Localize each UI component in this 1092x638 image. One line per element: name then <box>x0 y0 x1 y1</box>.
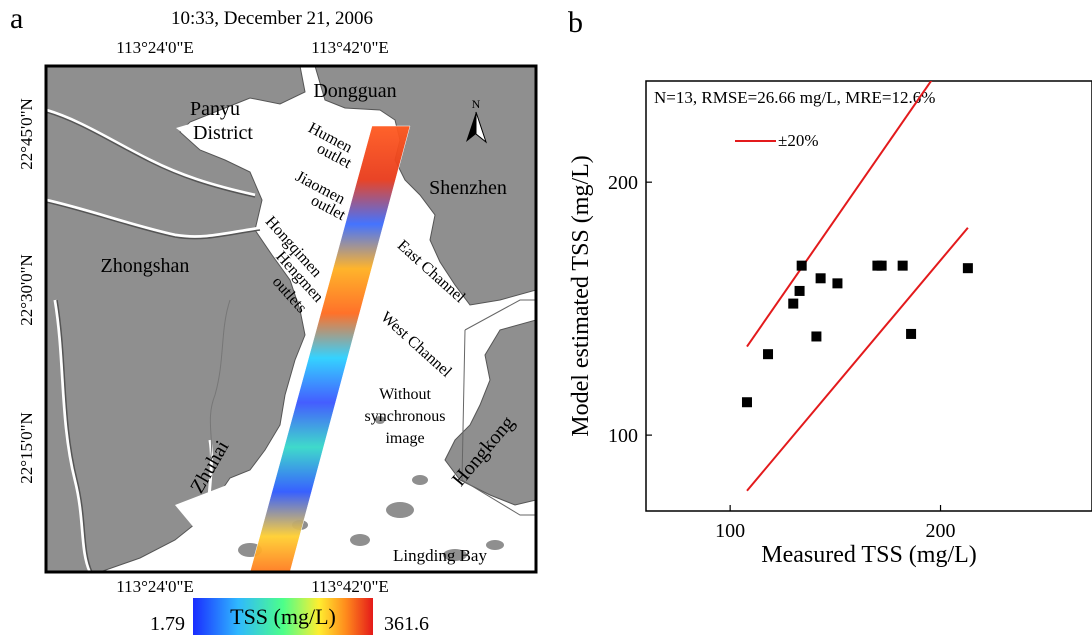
colorbar-max: 361.6 <box>384 613 429 635</box>
label-zhongshan: Zhongshan <box>101 255 190 277</box>
lon-tick-top-1: 113°24'0"E <box>116 38 194 57</box>
label-lingding-bay: Lingding Bay <box>393 546 487 565</box>
data-point <box>962 263 973 274</box>
lon-tick-bottom-1: 113°24'0"E <box>116 577 194 596</box>
data-point <box>796 260 807 271</box>
lat-tick-left-2: 22°30'0"N <box>17 254 36 326</box>
y-tick-label: 100 <box>608 425 638 447</box>
data-point <box>815 273 826 284</box>
data-point <box>832 278 843 289</box>
lon-tick-bottom-2: 113°42'0"E <box>311 577 389 596</box>
data-point <box>763 349 774 360</box>
data-point <box>811 331 822 342</box>
lon-tick-top-2: 113°42'0"E <box>311 38 389 57</box>
stats-annotation: N=13, RMSE=26.66 mg/L, MRE=12.6% <box>654 88 935 107</box>
label-nosync-2: synchronous <box>365 408 446 425</box>
legend-label: ±20% <box>778 131 819 150</box>
lat-tick-left-1: 22°45'0"N <box>17 98 36 170</box>
label-nosync-3: image <box>385 430 424 447</box>
colorbar <box>193 598 373 635</box>
data-point <box>897 260 908 271</box>
map-canvas <box>46 66 536 572</box>
label-panyu-1: Panyu <box>190 98 240 120</box>
x-tick-label: 200 <box>926 520 956 542</box>
y-axis-title: Model estimated TSS (mg/L) <box>568 155 594 437</box>
label-shenzhen: Shenzhen <box>429 177 507 199</box>
label-panyu-2: District <box>193 122 253 144</box>
panel-a-label: a <box>10 2 23 35</box>
north-label: N <box>472 97 481 111</box>
plot-frame <box>645 80 1092 512</box>
bound-line-lower <box>746 227 969 492</box>
lat-tick-left-3: 22°15'0"N <box>17 412 36 484</box>
land-hongkong <box>444 319 536 506</box>
panel-b-label: b <box>568 6 583 39</box>
data-point <box>741 397 752 408</box>
x-tick-label: 100 <box>715 520 745 542</box>
tss-image-strip <box>250 126 410 572</box>
map-frame <box>44 64 538 574</box>
data-point <box>876 260 887 271</box>
data-point <box>788 298 799 309</box>
panel-a-map: a 10:33, December 21, 2006 113°24'0"E 11… <box>10 2 538 635</box>
y-tick-label: 200 <box>608 172 638 194</box>
x-axis-title: Measured TSS (mg/L) <box>761 542 977 568</box>
label-nosync-1: Without <box>379 386 431 403</box>
north-arrow-icon: N <box>466 97 488 144</box>
bound-line-upper <box>746 81 933 348</box>
label-dongguan: Dongguan <box>313 80 396 102</box>
data-point <box>794 285 805 296</box>
panel-b-scatter: b N=13, RMSE=26.66 mg/L, MRE=12.6% ±20% … <box>568 6 1092 568</box>
colorbar-label: TSS (mg/L) <box>230 604 336 629</box>
plot-layer: 100 200 100 200 <box>608 81 973 542</box>
map-title: 10:33, December 21, 2006 <box>171 8 373 29</box>
colorbar-min: 1.79 <box>150 613 185 635</box>
data-point <box>906 328 917 339</box>
